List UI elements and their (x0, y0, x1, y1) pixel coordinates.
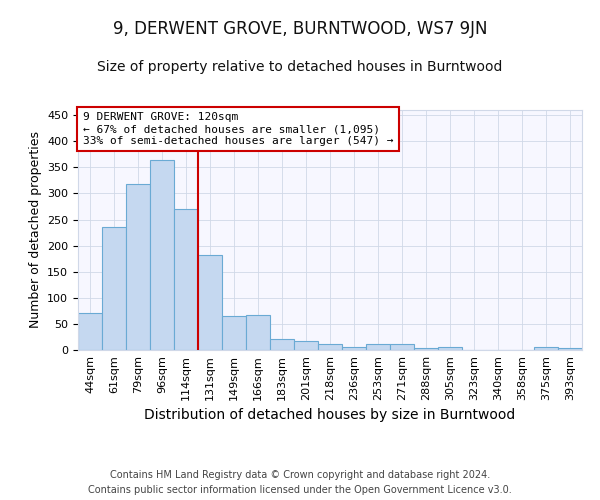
Text: 9 DERWENT GROVE: 120sqm
← 67% of detached houses are smaller (1,095)
33% of semi: 9 DERWENT GROVE: 120sqm ← 67% of detache… (83, 112, 394, 146)
Bar (222, 316, 246, 350)
Bar (390, 344, 414, 350)
X-axis label: Distribution of detached houses by size in Burntwood: Distribution of detached houses by size … (145, 408, 515, 422)
Bar (246, 314, 270, 350)
Text: Contains public sector information licensed under the Open Government Licence v3: Contains public sector information licen… (88, 485, 512, 495)
Text: Size of property relative to detached houses in Burntwood: Size of property relative to detached ho… (97, 60, 503, 74)
Bar (414, 348, 438, 350)
Bar (294, 340, 318, 350)
Text: 9, DERWENT GROVE, BURNTWOOD, WS7 9JN: 9, DERWENT GROVE, BURNTWOOD, WS7 9JN (113, 20, 487, 38)
Bar (126, 184, 150, 350)
Bar (438, 348, 462, 350)
Bar (198, 254, 222, 350)
Bar (174, 209, 198, 350)
Text: Contains HM Land Registry data © Crown copyright and database right 2024.: Contains HM Land Registry data © Crown c… (110, 470, 490, 480)
Bar (534, 348, 558, 350)
Bar (318, 344, 342, 350)
Bar (366, 344, 390, 350)
Bar (102, 228, 126, 350)
Bar (342, 348, 366, 350)
Bar (150, 160, 174, 350)
Bar (78, 314, 102, 350)
Y-axis label: Number of detached properties: Number of detached properties (29, 132, 41, 328)
Bar (558, 348, 582, 350)
Bar (270, 338, 294, 350)
